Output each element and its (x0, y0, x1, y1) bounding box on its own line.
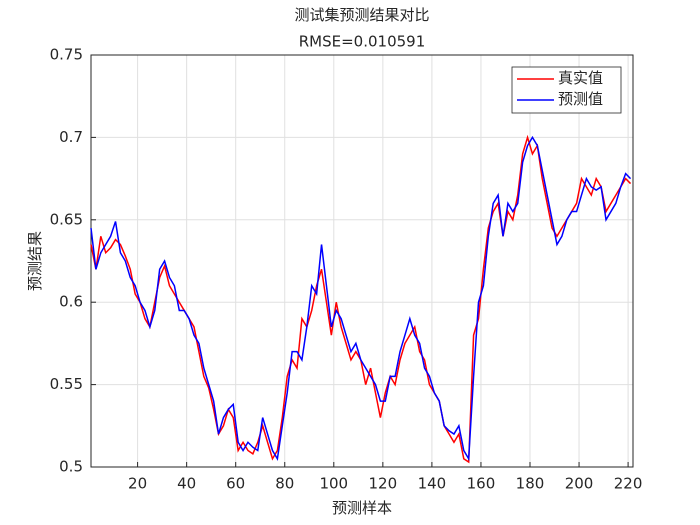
x-tick-label: 220 (614, 475, 643, 493)
y-tick-label: 0.55 (50, 375, 83, 393)
plot-area (91, 55, 633, 467)
chart-title: 测试集预测结果对比 (294, 6, 429, 24)
x-tick-label: 180 (516, 475, 545, 493)
x-tick-label: 160 (467, 475, 496, 493)
legend-label: 真实值 (558, 69, 603, 87)
x-tick-label: 40 (177, 475, 196, 493)
x-axis-label: 预测样本 (332, 499, 392, 517)
y-tick-label: 0.7 (59, 128, 83, 146)
y-axis-label: 预测结果 (26, 231, 44, 291)
legend-box (511, 66, 622, 114)
chart-subtitle: RMSE=0.010591 (299, 33, 426, 51)
y-tick-label: 0.65 (50, 210, 83, 228)
x-tick-label: 60 (226, 475, 245, 493)
x-tick-label: 120 (369, 475, 398, 493)
y-tick-label: 0.6 (59, 293, 83, 311)
data-line (90, 135, 632, 462)
x-tick-label: 20 (128, 475, 147, 493)
x-tick-label: 100 (319, 475, 348, 493)
x-tick-label: 140 (418, 475, 447, 493)
y-tick-label: 0.75 (50, 46, 83, 64)
x-tick-label: 200 (565, 475, 594, 493)
axes-box (90, 54, 634, 468)
legend-label: 预测值 (558, 90, 603, 108)
x-tick-label: 80 (275, 475, 294, 493)
y-tick-label: 0.5 (59, 458, 83, 476)
